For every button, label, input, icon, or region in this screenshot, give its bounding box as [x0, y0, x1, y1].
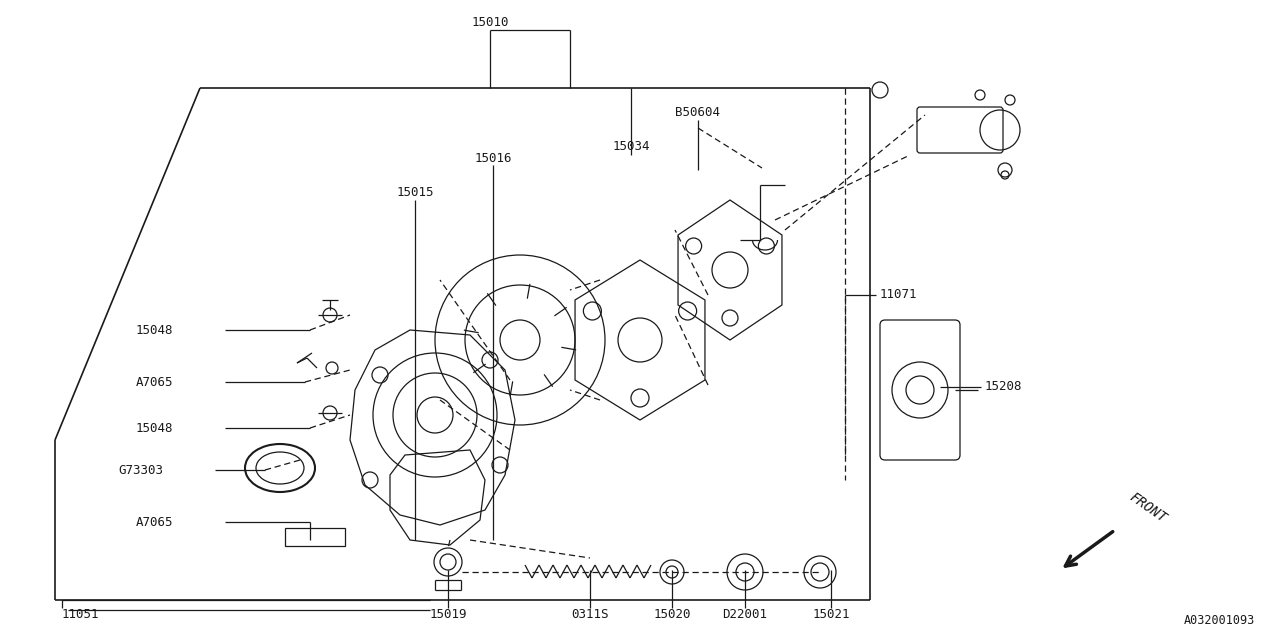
Text: A7065: A7065	[136, 376, 173, 388]
Text: 15016: 15016	[475, 152, 512, 164]
Text: 11051: 11051	[61, 607, 100, 621]
Text: 15034: 15034	[612, 141, 650, 154]
Text: 15048: 15048	[136, 323, 173, 337]
Text: FRONT: FRONT	[1126, 490, 1169, 525]
Text: 15010: 15010	[471, 15, 508, 29]
Text: 15021: 15021	[813, 607, 850, 621]
Text: A032001093: A032001093	[1184, 614, 1254, 627]
Text: A7065: A7065	[136, 515, 173, 529]
Text: 15208: 15208	[986, 381, 1023, 394]
Text: G73303: G73303	[118, 463, 163, 477]
Text: B50604: B50604	[676, 106, 721, 118]
Text: 15019: 15019	[429, 607, 467, 621]
Text: D22001: D22001	[722, 607, 768, 621]
Text: 15015: 15015	[397, 186, 434, 200]
Text: 15020: 15020	[653, 607, 691, 621]
Text: 11071: 11071	[881, 289, 918, 301]
Text: 0311S: 0311S	[571, 607, 609, 621]
Text: 15048: 15048	[136, 422, 173, 435]
